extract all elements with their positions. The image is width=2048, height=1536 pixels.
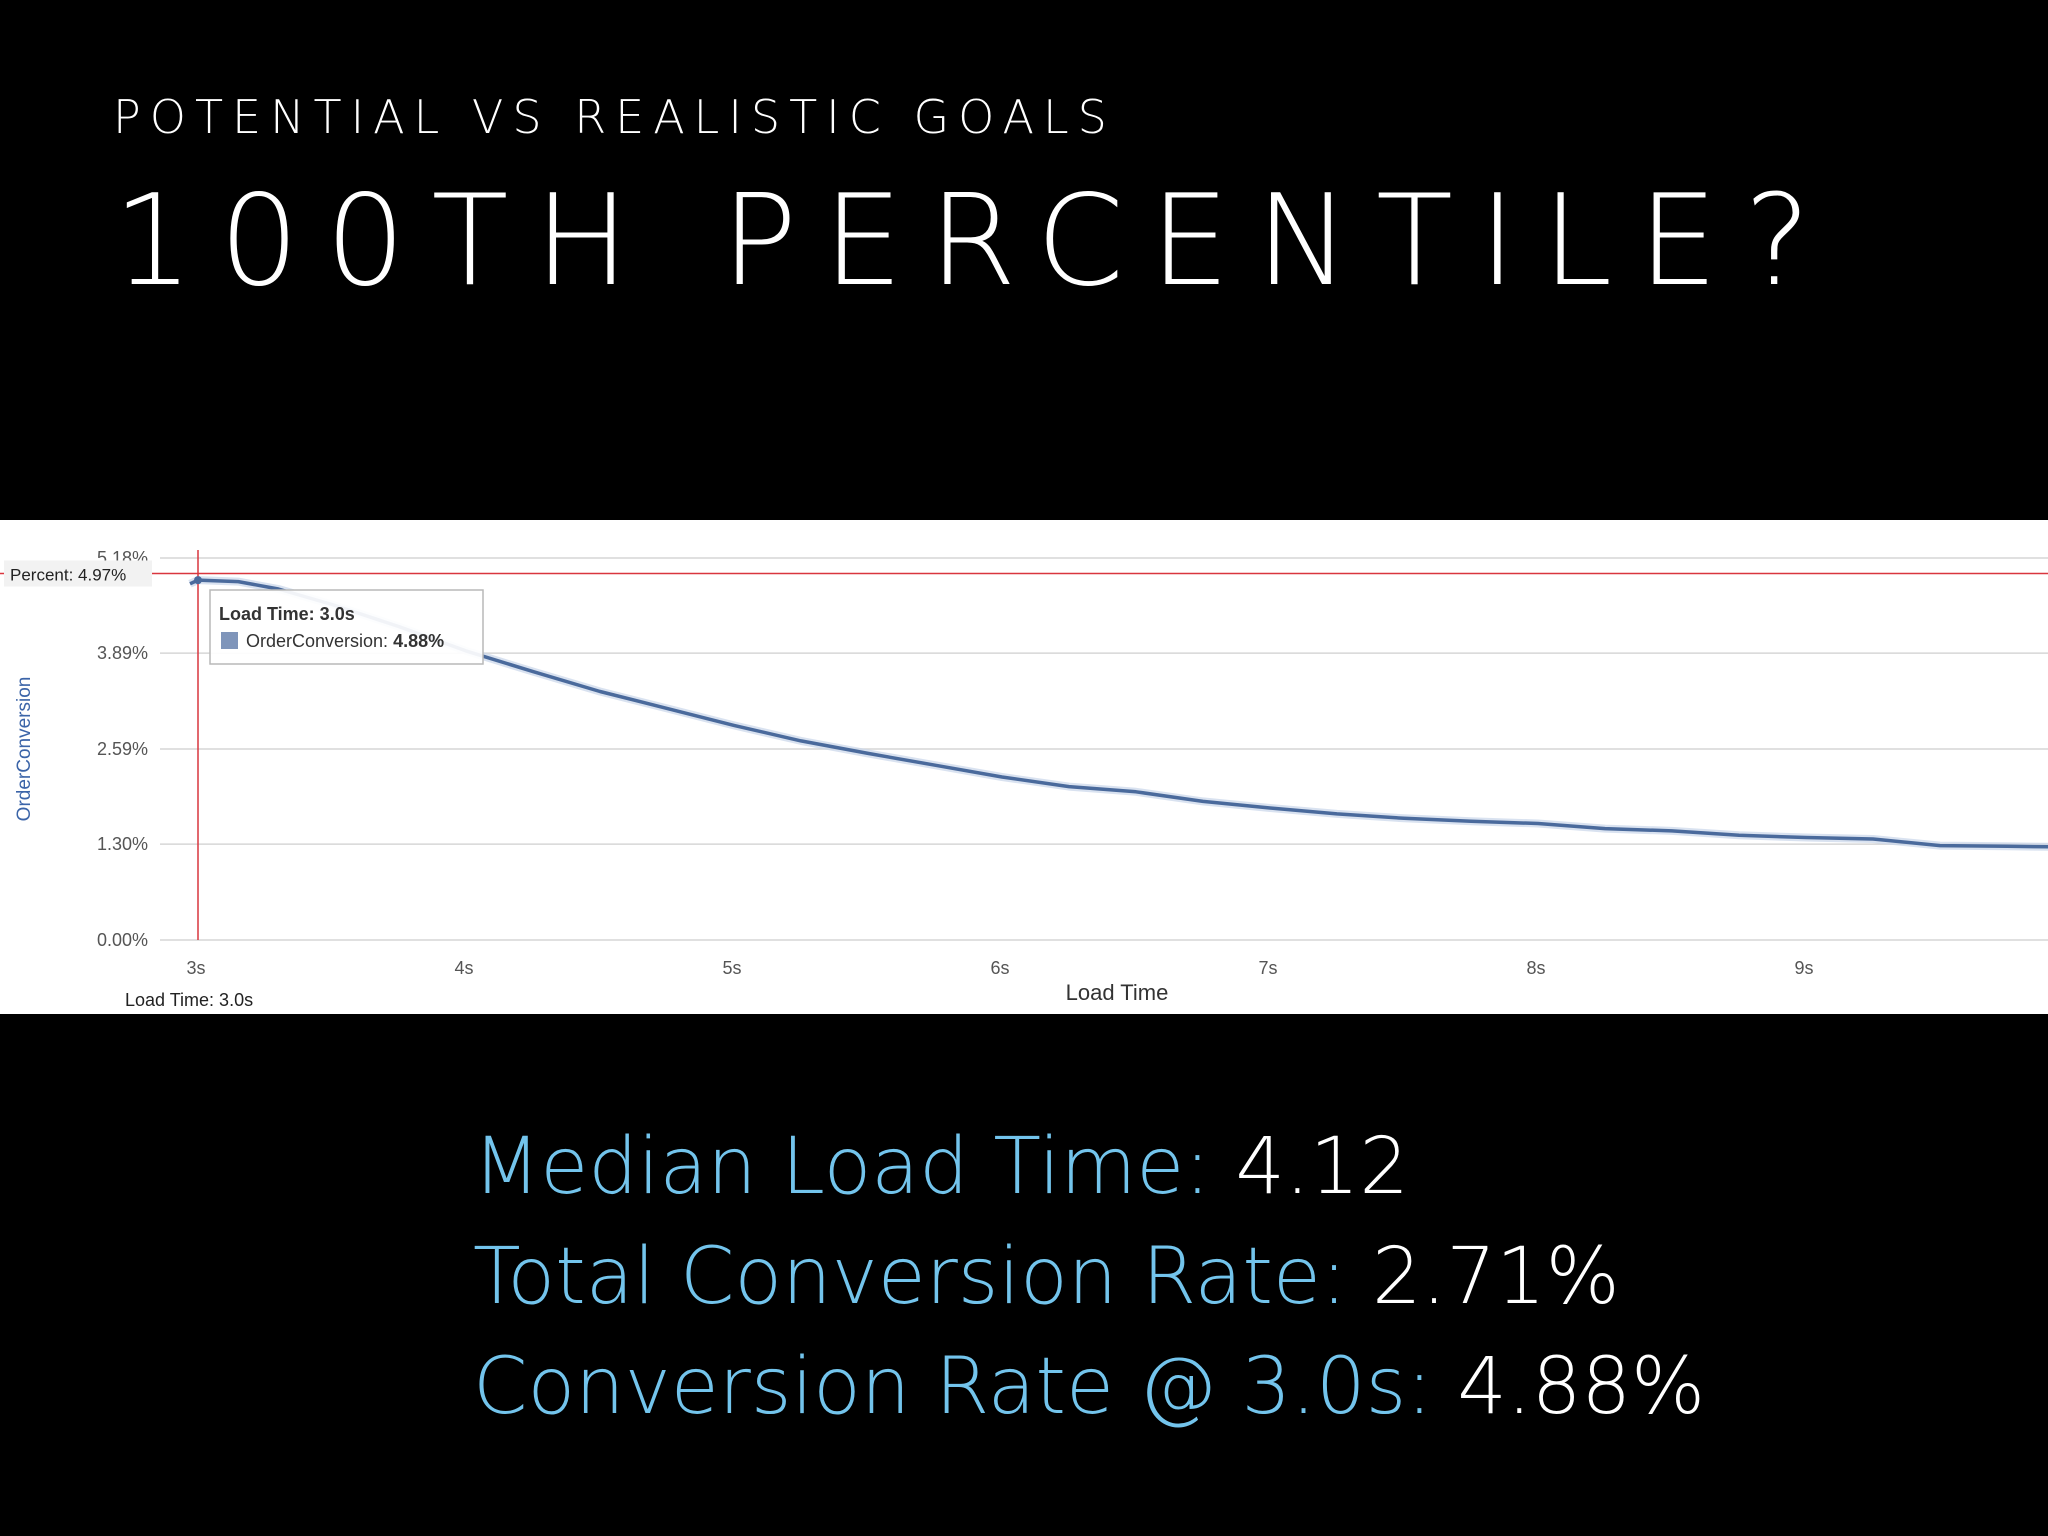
x-tick-label: 4s <box>454 958 473 978</box>
stat-value: 4.12 <box>1235 1122 1410 1212</box>
y-tick-label: 0.00% <box>97 930 148 950</box>
y-tick-label: 1.30% <box>97 834 148 854</box>
stat-median-load-time: Median Load Time: 4.12 <box>473 1112 1705 1222</box>
x-tick-label: 7s <box>1258 958 1277 978</box>
stat-value: 4.88% <box>1457 1342 1706 1432</box>
x-tick-label: 5s <box>722 958 741 978</box>
x-marker-label: Load Time: 3.0s <box>125 990 253 1010</box>
x-tick-label: 3s <box>186 958 205 978</box>
y-tick-label: 3.89% <box>97 643 148 663</box>
stat-label: Conversion Rate @ 3.0s: <box>473 1342 1458 1432</box>
tooltip-series: OrderConversion: 4.88% <box>246 631 444 651</box>
tooltip-swatch <box>221 632 238 649</box>
x-axis-title: Load Time <box>1066 980 1169 1005</box>
x-tick-label: 8s <box>1526 958 1545 978</box>
stat-label: Median Load Time: <box>473 1122 1236 1212</box>
slide-title: 100TH PERCENTILE? <box>113 167 1837 314</box>
y-marker-label-bg <box>4 560 152 587</box>
tooltip-title: Load Time: 3.0s <box>219 604 355 624</box>
stat-total-conversion-rate: Total Conversion Rate: 2.71% <box>473 1222 1705 1332</box>
stat-conversion-rate-at-3s: Conversion Rate @ 3.0s: 4.88% <box>473 1332 1705 1442</box>
y-tick-label: 2.59% <box>97 739 148 759</box>
x-tick-label: 9s <box>1794 958 1813 978</box>
stats-block: Median Load Time: 4.12 Total Conversion … <box>473 1112 1705 1442</box>
chart-panel: 0.00% 1.30% 2.59% 3.89% 5.18% 3s 4s 5s 6s 7s 8s 9s L… <box>0 520 2048 1014</box>
y-marker-label: Percent: 4.97% <box>10 565 126 584</box>
stat-label: Total Conversion Rate: <box>473 1232 1372 1322</box>
tooltip-box <box>209 589 484 665</box>
x-tick-label: 6s <box>990 958 1009 978</box>
order-conversion-chart[interactable]: 0.00%1.30%2.59%3.89%5.18%3s 4s 5s 6s 7s 8s 9sL… <box>0 520 2048 1014</box>
y-axis-title: OrderConversion <box>14 677 35 822</box>
hover-point[interactable] <box>194 576 202 585</box>
slide-subtitle: POTENTIAL VS REALISTIC GOALS <box>113 90 1116 144</box>
stat-value: 2.71% <box>1371 1232 1620 1322</box>
